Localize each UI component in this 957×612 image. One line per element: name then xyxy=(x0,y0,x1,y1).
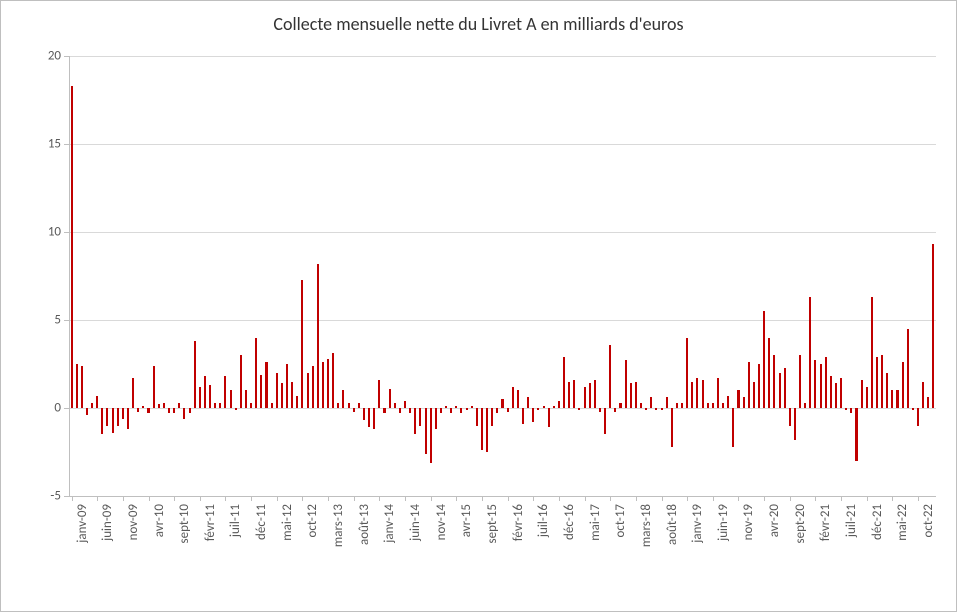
y-tick-mark xyxy=(64,320,69,321)
x-tick-label: mai-22 xyxy=(895,504,910,541)
x-tick-label: sept-15 xyxy=(485,504,500,543)
y-tick-mark xyxy=(64,56,69,57)
x-tick-label: déc-16 xyxy=(562,504,577,540)
x-tick-label: nov-09 xyxy=(126,504,141,540)
x-tick-label: janv-14 xyxy=(382,504,397,543)
x-tick-label: nov-19 xyxy=(741,504,756,540)
x-tick-label: mars-18 xyxy=(639,504,654,547)
x-tick-label: juin-09 xyxy=(100,504,115,541)
x-tick-label: mai-17 xyxy=(588,504,603,541)
x-labels-layer: janv-09juin-09nov-09avr-10sept-10févr-11… xyxy=(69,56,936,496)
x-tick-label: déc-11 xyxy=(254,504,269,540)
x-tick-label: juil-16 xyxy=(536,504,551,537)
x-tick-label: oct-17 xyxy=(613,504,628,537)
y-tick-mark xyxy=(64,144,69,145)
x-tick-label: oct-22 xyxy=(921,504,936,537)
x-tick-label: juin-19 xyxy=(716,504,731,541)
x-tick-label: nov-14 xyxy=(434,504,449,540)
y-tick-mark xyxy=(64,232,69,233)
y-tick-mark xyxy=(64,408,69,409)
x-tick-label: févr-16 xyxy=(511,504,526,541)
x-tick-label: avr-20 xyxy=(767,504,782,537)
x-tick-label: janv-09 xyxy=(75,504,90,543)
x-tick-label: août-13 xyxy=(357,504,372,545)
chart-title: Collecte mensuelle nette du Livret A en … xyxy=(1,1,956,35)
x-tick-label: sept-10 xyxy=(177,504,192,543)
x-tick-label: sept-20 xyxy=(793,504,808,543)
x-tick-label: janv-19 xyxy=(690,504,705,543)
x-tick-label: août-18 xyxy=(665,504,680,545)
x-tick-label: mars-13 xyxy=(331,504,346,547)
x-tick-label: déc-21 xyxy=(870,504,885,540)
x-tick-label: juil-21 xyxy=(844,504,859,537)
x-tick-label: mai-12 xyxy=(280,504,295,541)
x-tick-label: oct-12 xyxy=(305,504,320,537)
plot-area: janv-09juin-09nov-09avr-10sept-10févr-11… xyxy=(69,56,936,496)
x-tick-label: févr-21 xyxy=(818,504,833,541)
x-tick-label: avr-10 xyxy=(152,504,167,537)
x-tick-label: juil-11 xyxy=(228,504,243,537)
x-tick-label: juin-14 xyxy=(408,504,423,541)
x-tick-label: févr-11 xyxy=(203,504,218,541)
x-tick-label: avr-15 xyxy=(459,504,474,537)
chart-container: Collecte mensuelle nette du Livret A en … xyxy=(0,0,957,612)
x-axis-line xyxy=(69,496,936,497)
